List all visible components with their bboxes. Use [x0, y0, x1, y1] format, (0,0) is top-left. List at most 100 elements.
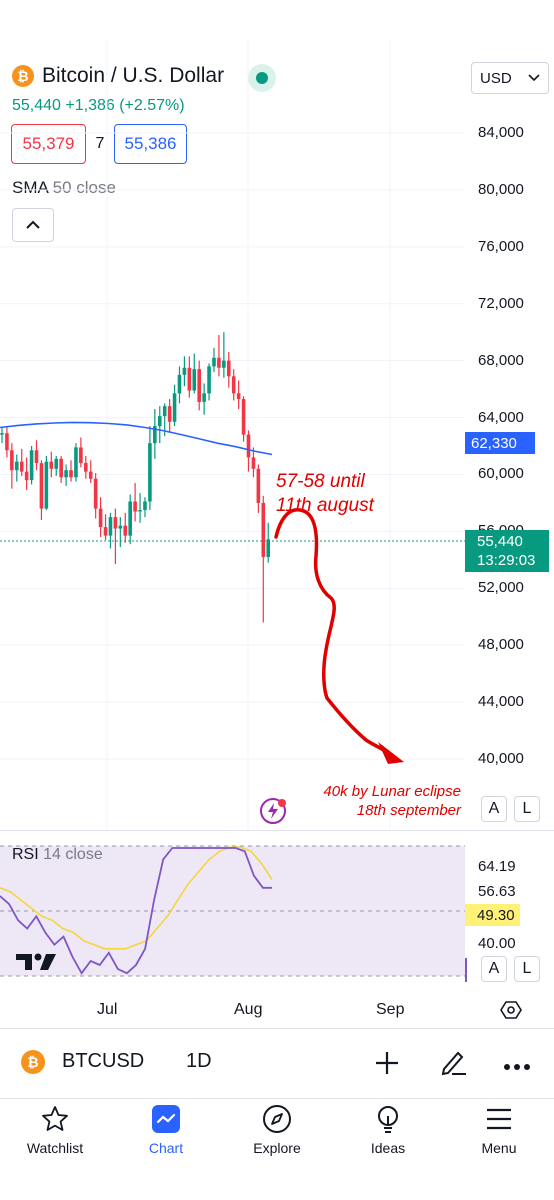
forecast-annotation: 40k by Lunar eclipse 18th september: [296, 782, 461, 820]
log-scale-button[interactable]: L: [514, 796, 540, 822]
candle: [212, 347, 216, 373]
candle: [93, 473, 98, 519]
candle: [44, 455, 49, 511]
sma-legend[interactable]: SMA 50 close: [12, 178, 116, 198]
time-tick: Aug: [234, 1001, 263, 1018]
candle: [103, 514, 108, 540]
nav-ideas-label: Ideas: [370, 1140, 406, 1156]
candles: [0, 332, 271, 623]
chart-icon: [151, 1104, 181, 1134]
rsi-name: RSI: [12, 846, 39, 863]
rsi-tick: 56.63: [478, 883, 516, 900]
candle: [202, 383, 206, 415]
rsi-chart[interactable]: [0, 832, 470, 992]
price-tick: 64,000: [478, 408, 524, 426]
rsi-auto-scale-button[interactable]: A: [481, 956, 507, 982]
pen-icon[interactable]: [438, 1047, 468, 1082]
sma-line: [0, 421, 273, 456]
rsi-tick: 40.00: [478, 935, 516, 952]
candle: [84, 455, 88, 479]
price-tick: 72,000: [478, 294, 524, 312]
rsi-params: 14 close: [43, 846, 103, 863]
pane-separator[interactable]: [0, 830, 554, 831]
nav-explore[interactable]: Explore: [227, 1104, 327, 1156]
candle: [192, 353, 197, 394]
candle: [157, 406, 162, 444]
candle: [34, 440, 39, 471]
price-tick: 48,000: [478, 636, 524, 654]
nav-ideas[interactable]: Ideas: [338, 1104, 438, 1156]
nav-explore-label: Explore: [253, 1140, 301, 1156]
collapse-legend-button[interactable]: [12, 208, 54, 242]
candle: [153, 409, 157, 459]
hamburger-icon: [484, 1104, 514, 1134]
more-dots-icon[interactable]: [503, 1058, 531, 1076]
rsi-log-scale-button[interactable]: L: [514, 956, 540, 982]
candle: [64, 464, 68, 486]
nav-chart[interactable]: Chart: [116, 1104, 216, 1156]
symbol-toolbar: [0, 1028, 554, 1096]
candle: [123, 512, 128, 543]
candle: [172, 384, 177, 427]
rsi-legend[interactable]: RSI 14 close: [12, 846, 103, 864]
time-tick: Jul: [97, 1001, 118, 1018]
plus-icon[interactable]: [374, 1050, 400, 1081]
price-tick: 44,000: [478, 693, 524, 711]
rsi-tick: 64.19: [478, 858, 516, 875]
candle: [251, 447, 256, 478]
candle: [266, 522, 271, 563]
auto-scale-button[interactable]: A: [481, 796, 507, 822]
candle: [226, 352, 231, 388]
symbol-title[interactable]: ₿ Bitcoin / U.S. Dollar: [12, 64, 224, 88]
nav-watchlist-label: Watchlist: [26, 1140, 84, 1156]
candle: [256, 464, 261, 513]
settings-icon[interactable]: [500, 999, 522, 1026]
target-line-1: 57-58 until: [276, 471, 365, 492]
nav-chart-label: Chart: [148, 1140, 184, 1156]
price-chart[interactable]: [0, 40, 465, 830]
candle: [0, 427, 4, 444]
candle: [167, 399, 172, 432]
time-tick: Sep: [376, 1001, 405, 1018]
bitcoin-icon: ₿: [12, 65, 34, 87]
candle: [182, 356, 187, 387]
candle: [24, 457, 29, 491]
market-open-indicator[interactable]: [248, 64, 276, 92]
compass-icon: [262, 1104, 292, 1134]
lightning-icon[interactable]: [258, 796, 288, 826]
candle: [69, 460, 73, 482]
candle: [19, 448, 24, 476]
symbol-search-button[interactable]: BTCUSD: [62, 1050, 145, 1072]
candle: [207, 363, 211, 401]
candle: [143, 497, 147, 518]
price-tick: 68,000: [478, 351, 524, 369]
candle: [5, 426, 9, 458]
price-tick: 76,000: [478, 237, 524, 255]
sell-price-button[interactable]: 55,379: [11, 124, 86, 164]
candle: [236, 380, 241, 410]
price-tick: 84,000: [478, 124, 524, 141]
candle: [241, 396, 246, 442]
nav-watchlist[interactable]: Watchlist: [5, 1104, 105, 1156]
candle: [128, 494, 132, 545]
candle: [177, 366, 182, 404]
candle: [108, 512, 113, 549]
candle: [74, 443, 78, 482]
currency-select[interactable]: USD: [471, 62, 549, 94]
candle: [113, 508, 118, 565]
candle: [197, 360, 201, 411]
candle: [39, 460, 44, 520]
forecast-drawing: [274, 508, 394, 758]
candle: [246, 430, 251, 472]
nav-menu[interactable]: Menu: [449, 1104, 549, 1156]
interval-button[interactable]: 1D: [186, 1050, 212, 1072]
price-tick: 60,000: [478, 465, 524, 483]
rsi-line: [0, 847, 272, 975]
candle: [138, 492, 142, 523]
candle: [187, 356, 192, 398]
candle: [261, 495, 266, 623]
candle: [148, 426, 152, 511]
chevron-up-icon: [26, 220, 40, 229]
buy-price-button[interactable]: 55,386: [114, 124, 187, 164]
sma-value-badge: 62,330: [465, 432, 535, 454]
